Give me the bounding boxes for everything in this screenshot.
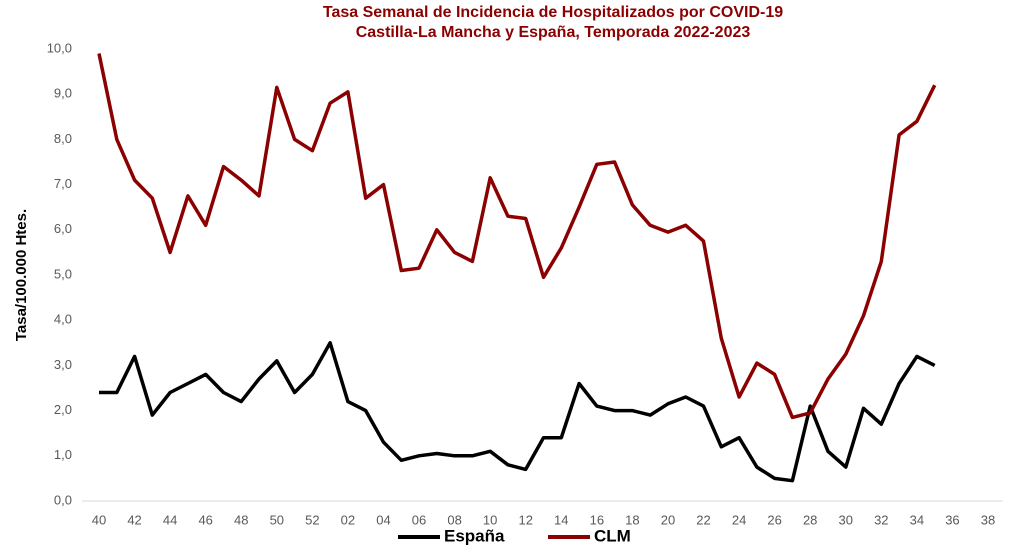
x-tick-label: 26	[767, 512, 781, 527]
y-tick-label: 1,0	[54, 447, 72, 462]
x-tick-label: 42	[127, 512, 141, 527]
x-tick-label: 24	[732, 512, 746, 527]
legend-label: CLM	[594, 526, 631, 545]
x-tick-label: 20	[661, 512, 675, 527]
y-tick-label: 0,0	[54, 492, 72, 507]
y-tick-label: 2,0	[54, 402, 72, 417]
x-tick-label: 30	[839, 512, 853, 527]
x-tick-label: 36	[945, 512, 959, 527]
y-tick-label: 4,0	[54, 312, 72, 327]
x-tick-label: 44	[163, 512, 177, 527]
x-tick-label: 14	[554, 512, 568, 527]
y-tick-label: 3,0	[54, 357, 72, 372]
x-tick-label: 48	[234, 512, 248, 527]
series-line	[97, 53, 937, 420]
x-tick-label: 02	[341, 512, 355, 527]
y-tick-label: 8,0	[54, 131, 72, 146]
x-tick-label: 22	[696, 512, 710, 527]
y-tick-label: 6,0	[54, 221, 72, 236]
x-tick-label: 52	[305, 512, 319, 527]
x-tick-label: 40	[92, 512, 106, 527]
series-line	[99, 341, 936, 483]
x-tick-label: 10	[483, 512, 497, 527]
x-tick-label: 08	[447, 512, 461, 527]
y-tick-label: 10,0	[47, 40, 72, 55]
legend-label: España	[444, 526, 505, 545]
x-tick-label: 12	[518, 512, 532, 527]
chart-subtitle: Castilla-La Mancha y España, Temporada 2…	[356, 24, 751, 41]
x-tick-label: 06	[412, 512, 426, 527]
x-tick-label: 32	[874, 512, 888, 527]
x-tick-label: 28	[803, 512, 817, 527]
x-tick-label: 38	[981, 512, 995, 527]
x-tick-label: 18	[625, 512, 639, 527]
x-tick-label: 16	[590, 512, 604, 527]
y-tick-label: 9,0	[54, 86, 72, 101]
y-tick-label: 5,0	[54, 266, 72, 281]
x-tick-label: 50	[270, 512, 284, 527]
y-axis-label: Tasa/100.000 Htes.	[13, 209, 30, 341]
y-tick-label: 7,0	[54, 176, 72, 191]
chart-title: Tasa Semanal de Incidencia de Hospitaliz…	[323, 4, 783, 21]
x-tick-label: 04	[376, 512, 390, 527]
x-tick-label: 46	[198, 512, 212, 527]
x-tick-label: 34	[910, 512, 924, 527]
